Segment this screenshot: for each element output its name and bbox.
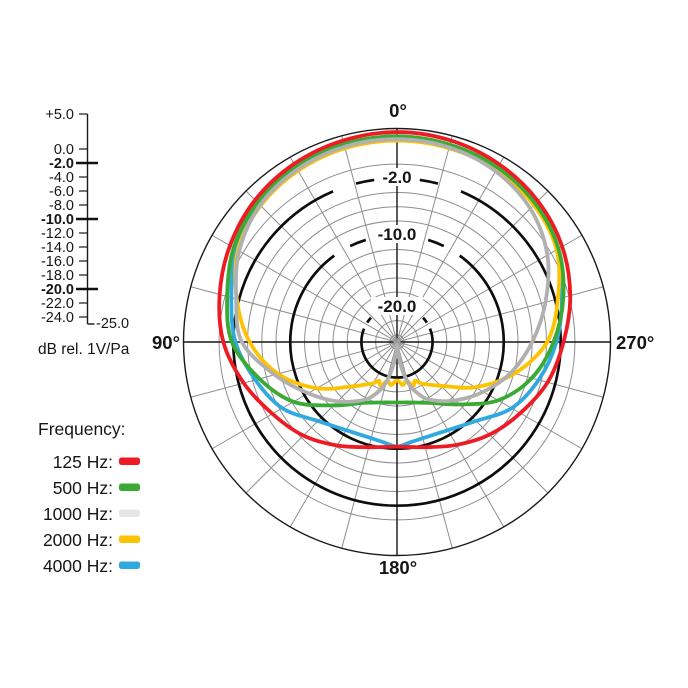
db-scale-tick-label: -24.0 [41,310,74,326]
ring-label-masks [371,168,423,315]
polar-spoke [399,343,583,450]
legend-label-500hz: 500 Hz: [53,478,113,498]
polar-boundary-ring [182,127,612,557]
db-scale-tick-label: -14.0 [41,240,74,256]
legend-label-2000hz: 2000 Hz: [43,530,113,550]
polar-bold-rings [231,178,563,507]
db-scale-tick-label: -10.0 [41,212,74,228]
angle-label-180deg: 180° [379,557,417,578]
ring-label-mask-10db [371,225,423,243]
polar-spoke [190,286,395,342]
legend-swatch-2000hz [119,535,140,543]
angle-label-0deg: 0° [389,100,407,121]
curve-500-hz [225,134,566,408]
polar-spoke [211,234,395,341]
polar-ring-bold [231,178,563,507]
legend-label-4000hz: 4000 Hz: [43,556,113,576]
legend-item-500hz: 500 Hz: [53,478,140,498]
polar-spoke [399,342,604,398]
ring-label-20db: -20.0 [378,297,417,316]
legend-swatch-500hz [119,483,140,491]
legend: Frequency: 125 Hz: 500 Hz: 1000 Hz: 2000… [38,419,140,576]
legend-title: Frequency: [38,419,126,439]
db-scale-end-label: -25.0 [96,316,129,332]
db-scale-tick-label: -2.0 [49,156,74,172]
polar-spoke [245,190,396,341]
polar-spoke [398,344,505,528]
polar-spoke [398,190,549,341]
db-scale-tick-label: -12.0 [41,226,74,242]
db-scale-tick-label: -22.0 [41,296,74,312]
db-scale-unit-label: dB rel. 1V/Pa [38,341,130,358]
polar-spoke [398,343,549,494]
legend-item-125hz: 125 Hz: [53,452,140,472]
curve-2000-hz [233,138,562,391]
angle-labels: 0° 90° 270° 180° [152,100,654,578]
ring-label-mask-2db [376,168,418,186]
polar-spoke [190,342,395,398]
db-scale-tick-label: +5.0 [45,107,74,123]
polar-center-hub [393,338,401,346]
ring-label-2db: -2.0 [382,168,411,187]
angle-label-90deg: 90° [152,332,180,353]
polar-spoke [245,343,396,494]
polar-spoke [399,234,583,341]
polar-spoke [211,343,395,450]
db-scale-tick-label: -4.0 [49,170,74,186]
legend-item-4000hz: 4000 Hz: [43,556,140,576]
db-scale-tick-label: 0.0 [54,142,74,158]
db-scale-tick-label: -20.0 [41,282,74,298]
polar-spoke [289,344,396,528]
db-scale-tick-label: -6.0 [49,184,74,200]
legend-label-125hz: 125 Hz: [53,452,113,472]
ring-label-10db: -10.0 [378,225,417,244]
db-scale-tick-label: -18.0 [41,268,74,284]
curve-1000-hz [233,137,551,404]
ring-labels: -2.0 -10.0 -20.0 [378,168,417,316]
db-scale-tick-label: -16.0 [41,254,74,270]
polar-ring-bold [360,316,434,379]
polar-ring-bold [288,238,506,451]
ring-label-mask-20db [371,297,423,315]
frequency-curves [217,130,573,450]
legend-swatch-125hz [119,457,140,465]
legend-swatch-1000hz [119,509,140,517]
legend-item-2000hz: 2000 Hz: [43,530,140,550]
db-scale-tick-label: -8.0 [49,198,74,214]
legend-item-1000hz: 1000 Hz: [43,504,140,524]
legend-swatch-4000hz [119,561,140,569]
angle-label-270deg: 270° [616,332,654,353]
db-scale: dB rel. 1V/Pa -25.0 +5.00.0-2.0-4.0-6.0-… [38,107,130,358]
curve-125-hz [217,130,573,450]
legend-label-1000hz: 1000 Hz: [43,504,113,524]
